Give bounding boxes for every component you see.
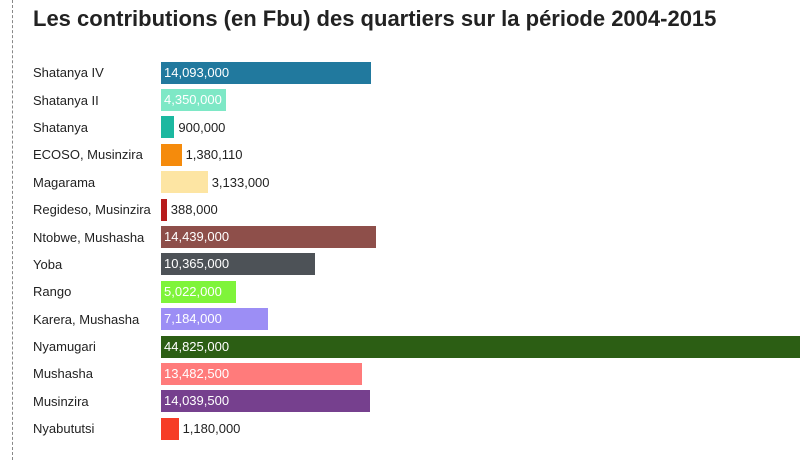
bar [161,198,167,221]
value-label: 14,093,000 [164,64,230,80]
bar-group: 388,000 [161,198,218,221]
value-label: 14,039,500 [164,393,230,409]
value-label: 14,439,000 [164,229,230,245]
bar-row: Rango 5,022,000 [33,278,800,305]
category-label: Yoba [33,256,63,272]
bar-row: Nyabututsi 1,180,000 [33,415,800,442]
bar-row: Magarama 3,133,000 [33,169,800,196]
category-label: Mushasha [33,366,93,382]
bar-group: 1,180,000 [161,417,241,440]
bar-row: Yoba 10,365,000 [33,251,800,278]
category-label: Nyabututsi [33,421,95,437]
bar [161,116,175,139]
value-label: 1,380,110 [185,147,243,163]
value-label: 7,184,000 [164,311,222,327]
bar [161,280,236,303]
bar-row: Nyamugari 44,825,000 [33,333,800,360]
value-label: 44,825,000 [164,338,230,354]
bar [161,61,372,84]
bar-group: 7,184,000 [161,308,269,331]
bar-group: 3,133,000 [161,171,270,194]
bar-group: 14,039,500 [161,390,371,413]
value-label: 10,365,000 [164,256,230,272]
category-label: Rango [33,284,72,300]
value-label: 388,000 [170,202,218,218]
divider [12,0,13,460]
bar-row: Shatanya II 4,350,000 [33,86,800,113]
bar-row: ECOSO, Musinzira 1,380,110 [33,141,800,168]
bar [161,253,316,276]
chart-title: Les contributions (en Fbu) des quartiers… [33,6,717,31]
bar-row: Mushasha 13,482,500 [33,360,800,387]
value-label: 3,133,000 [211,174,270,190]
category-label: Magarama [33,174,96,190]
value-label: 13,482,500 [164,365,230,381]
bar [161,362,362,385]
plot: Shatanya IV 14,093,000 Shatanya II 4,350,00… [33,59,800,442]
bar-group: 10,365,000 [161,253,316,276]
bar-group: 13,482,500 [161,362,362,385]
bar-group: 4,350,000 [161,89,226,112]
bar-row: Regideso, Musinzira 388,000 [33,196,800,223]
bar-row: Ntobwe, Mushasha 14,439,000 [33,223,800,250]
bar [161,390,371,413]
bar-group: 900,000 [161,116,226,139]
category-label: Regideso, Musinzira [33,202,151,218]
value-label: 4,350,000 [164,92,222,108]
value-label: 1,180,000 [182,421,241,437]
category-label: Shatanya II [33,92,99,108]
value-label: 5,022,000 [164,283,222,299]
bar-group: 5,022,000 [161,280,236,303]
value-label: 900,000 [178,119,226,135]
category-label: Shatanya [33,119,88,135]
category-label: Karera, Mushasha [33,311,140,327]
bar [161,89,226,112]
bar-group: 1,380,110 [161,143,243,166]
bar-group: 14,093,000 [161,61,372,84]
bar [161,143,182,166]
bar-row: Musinzira 14,039,500 [33,388,800,415]
bar-group: 44,825,000 [161,335,800,358]
category-label: Ntobwe, Mushasha [33,229,145,245]
bar-row: Karera, Mushasha 7,184,000 [33,306,800,333]
bar [161,308,269,331]
bar-group: 14,439,000 [161,226,377,249]
bar [161,171,208,194]
category-label: ECOSO, Musinzira [33,147,143,163]
bar-row: Shatanya IV 14,093,000 [33,59,800,86]
bar [161,417,179,440]
category-label: Nyamugari [33,339,96,355]
category-label: Musinzira [33,393,89,409]
bar [161,226,377,249]
category-label: Shatanya IV [33,65,104,81]
bar [161,335,800,358]
bar-row: Shatanya 900,000 [33,114,800,141]
